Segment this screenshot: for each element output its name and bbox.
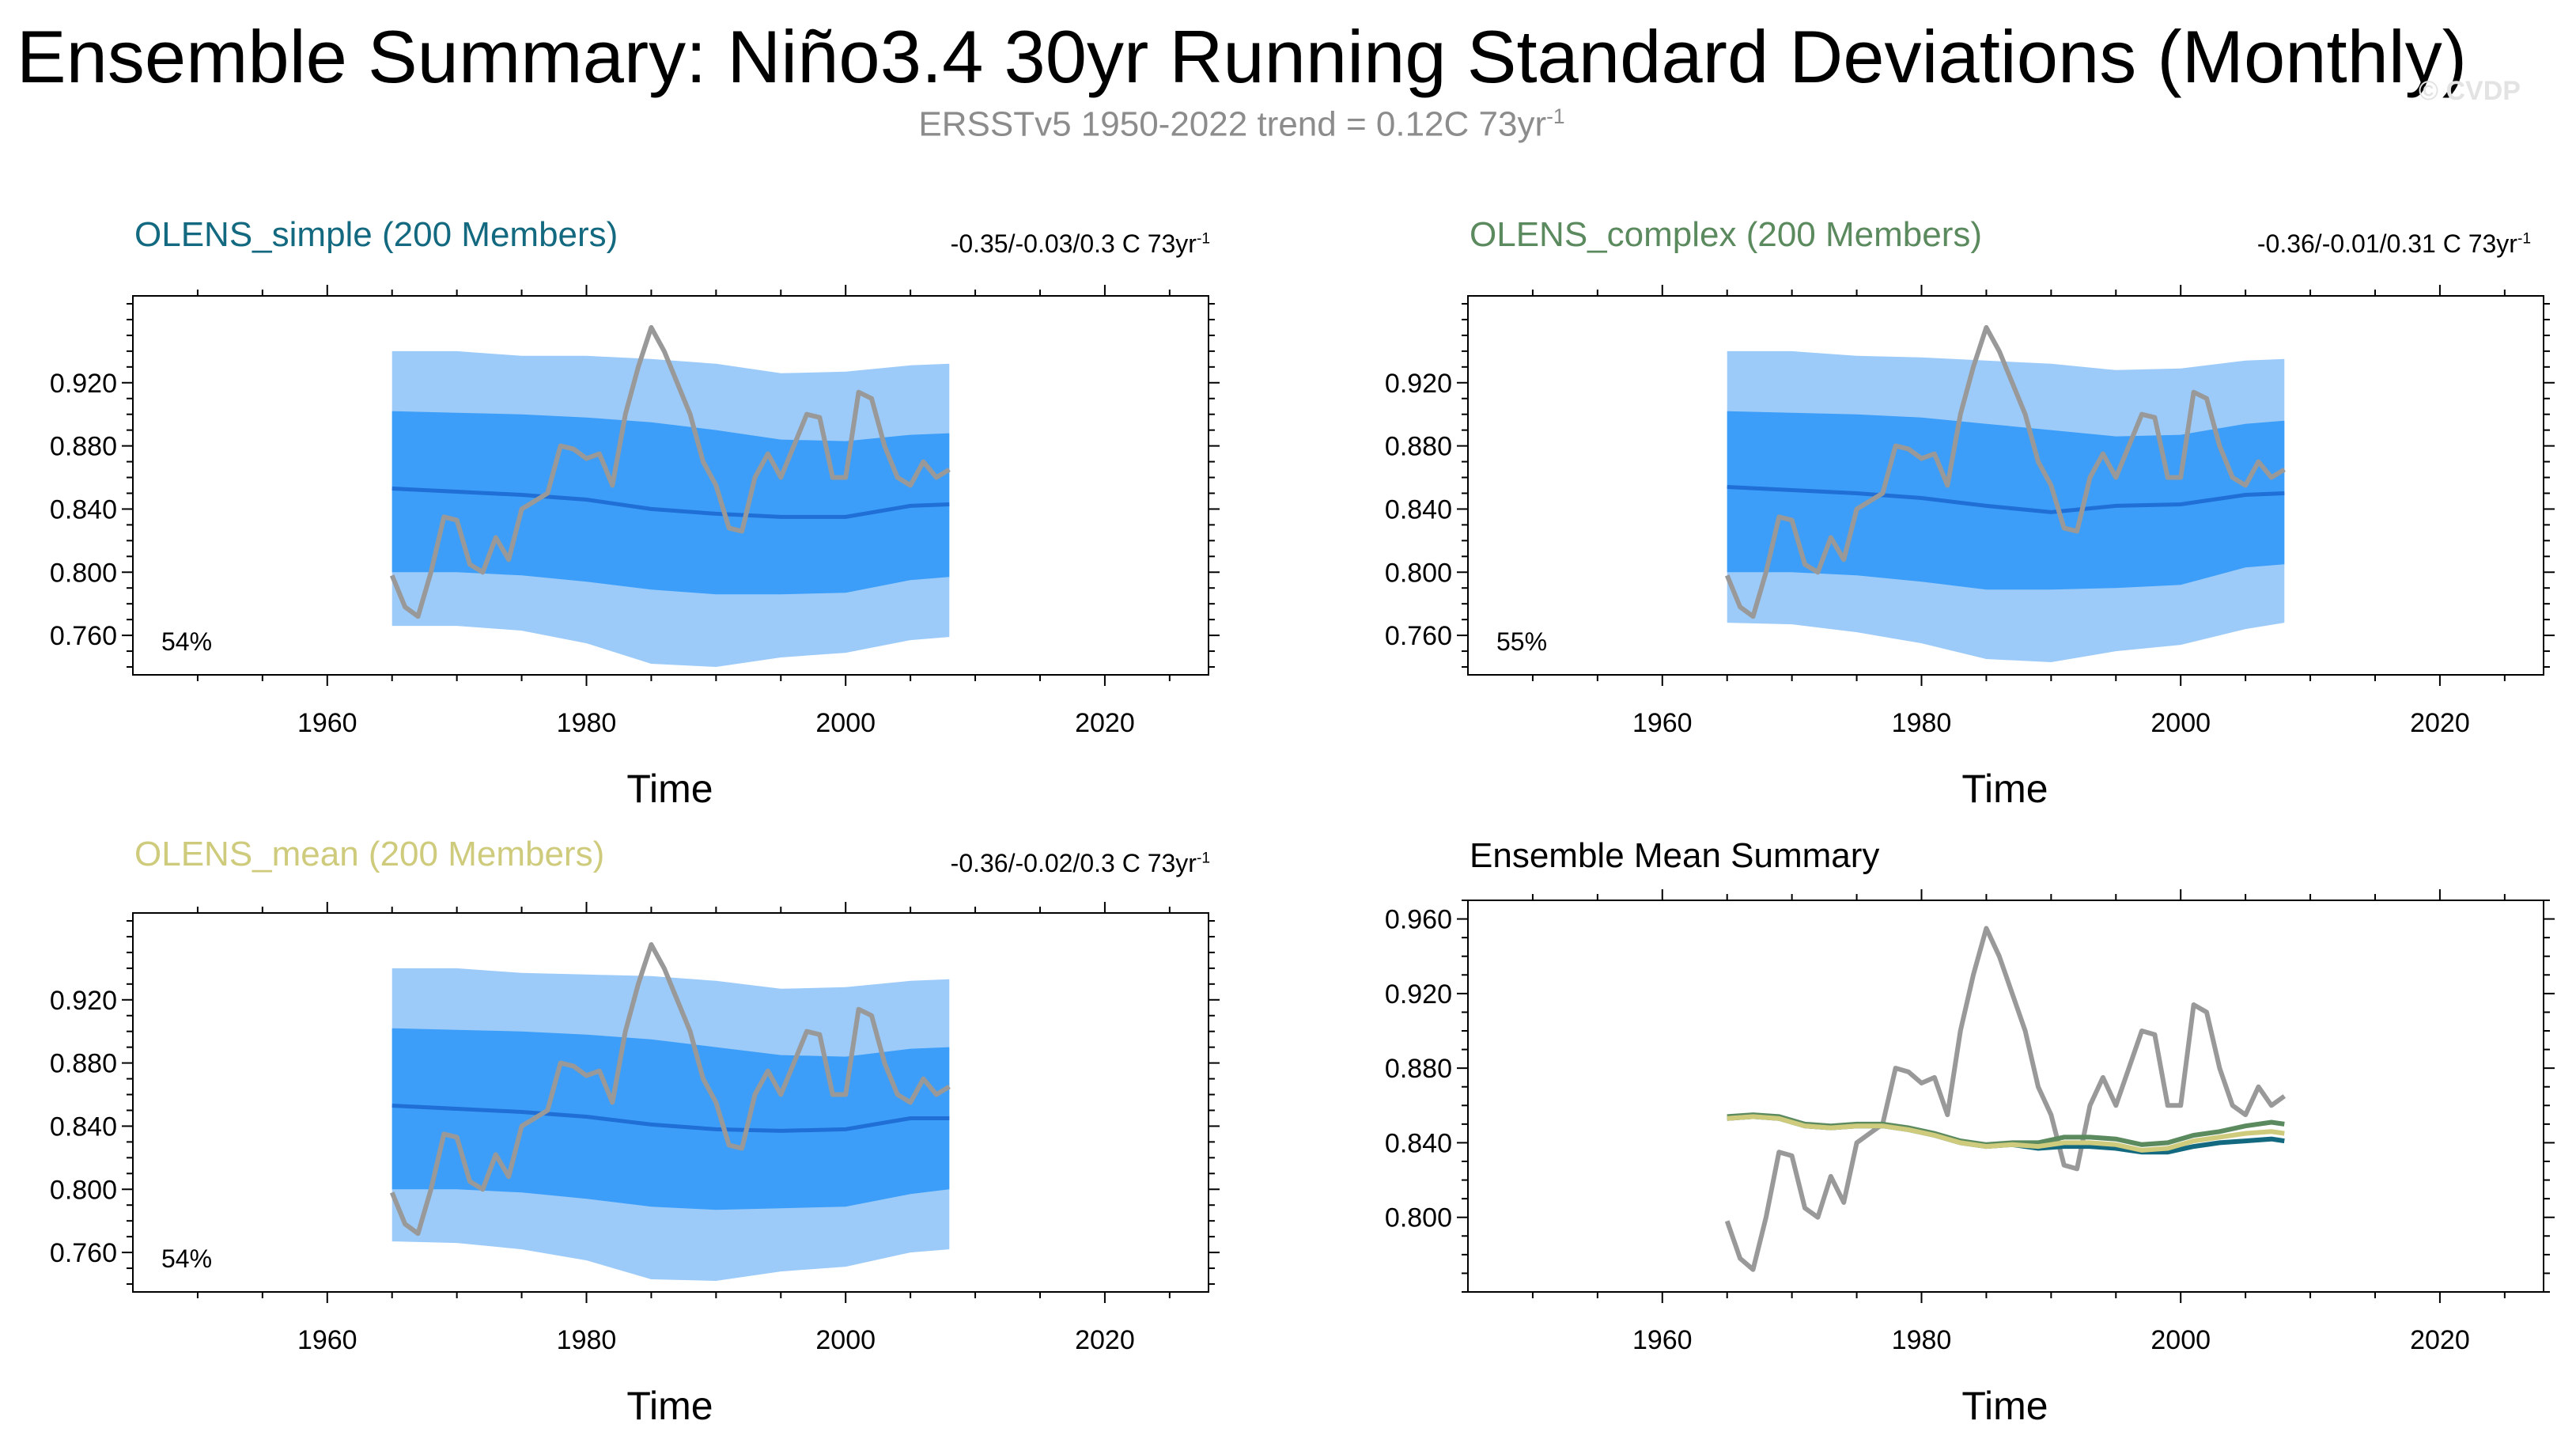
panel-stats-olens-simple: -0.35/-0.03/0.3 C 73yr-1: [886, 229, 1210, 259]
observations-line: [1724, 926, 2287, 1272]
panel-title-olens-simple: OLENS_simple (200 Members): [134, 215, 618, 254]
percent-annotation: 54%: [161, 627, 213, 656]
panel-title-olens-mean: OLENS_mean (200 Members): [134, 835, 605, 873]
x-tick-label: 1960: [297, 1325, 357, 1355]
stats-exponent: -1: [1196, 230, 1210, 248]
credit-watermark: © CVDP: [2419, 76, 2521, 106]
spread-band-inner: [1727, 411, 2285, 590]
panel-stats-olens-complex: -0.36/-0.01/0.31 C 73yr-1: [2207, 229, 2531, 259]
stats-text: -0.36/-0.01/0.31 C 73yr: [2256, 229, 2517, 258]
y-tick-label: 0.840: [50, 1112, 117, 1142]
y-tick-label: 0.880: [1385, 432, 1452, 462]
spread-band-inner: [392, 1028, 950, 1210]
stats-exponent: -1: [1196, 850, 1210, 867]
x-tick-label: 2000: [815, 1325, 876, 1355]
x-tick-label: 2020: [2410, 708, 2470, 738]
y-tick-label: 0.800: [1385, 558, 1452, 588]
x-tick-label: 1960: [1632, 708, 1693, 738]
observations-line: [389, 324, 951, 619]
y-tick-label: 0.840: [50, 494, 117, 525]
plot-frame: [1467, 900, 2544, 1293]
x-tick-label: 2020: [2410, 1325, 2470, 1355]
subtitle-text: ERSSTv5 1950-2022 trend = 0.12C 73yr: [918, 104, 1547, 144]
ensemble-mean-line: [1727, 485, 2285, 514]
x-tick-label: 1960: [1632, 1325, 1693, 1355]
x-tick-label: 1980: [557, 1325, 617, 1355]
y-tick-label: 0.760: [1385, 621, 1452, 651]
ensemble-mean-line: [392, 487, 950, 519]
y-tick-label: 0.920: [1385, 979, 1452, 1009]
y-tick-label: 0.920: [50, 986, 117, 1016]
spread-band-inner: [392, 411, 950, 595]
x-tick-label: 2020: [1075, 708, 1135, 738]
stats-text: -0.35/-0.03/0.3 C 73yr: [950, 229, 1197, 258]
plot-frame: [132, 295, 1209, 676]
y-tick-label: 0.920: [50, 369, 117, 399]
y-tick-label: 0.960: [1385, 905, 1452, 935]
y-tick-label: 0.800: [50, 558, 117, 588]
y-tick-label: 0.800: [1385, 1203, 1452, 1233]
y-tick-label: 0.840: [1385, 1128, 1452, 1158]
x-tick-label: 2000: [2150, 1325, 2211, 1355]
x-axis-label: Time: [1961, 1384, 2048, 1428]
subtitle-exponent: -1: [1546, 104, 1565, 128]
subtitle: ERSSTv5 1950-2022 trend = 0.12C 73yr-1: [0, 104, 2483, 145]
x-tick-label: 2000: [2150, 708, 2211, 738]
x-tick-label: 1980: [1892, 1325, 1952, 1355]
y-tick-label: 0.800: [50, 1175, 117, 1205]
y-tick-label: 0.840: [1385, 494, 1452, 525]
ensemble-mean-line: [392, 1104, 950, 1133]
observations-line: [1724, 324, 2286, 619]
page-title: Ensemble Summary: Niño3.4 30yr Running S…: [16, 15, 2468, 98]
x-axis-label: Time: [626, 1384, 713, 1428]
stats-exponent: -1: [2517, 230, 2531, 248]
y-tick-label: 0.880: [1385, 1054, 1452, 1084]
y-tick-label: 0.760: [50, 1238, 117, 1268]
stats-text: -0.36/-0.02/0.3 C 73yr: [950, 849, 1197, 877]
x-axis-label: Time: [1961, 767, 2048, 811]
plot-frame: [1467, 295, 2544, 676]
x-tick-label: 1980: [557, 708, 617, 738]
y-tick-label: 0.760: [50, 621, 117, 651]
y-tick-label: 0.880: [50, 1049, 117, 1079]
x-axis-label: Time: [626, 767, 713, 811]
panel-stats-olens-mean: -0.36/-0.02/0.3 C 73yr-1: [886, 849, 1210, 878]
y-tick-label: 0.920: [1385, 369, 1452, 399]
plot-frame: [132, 912, 1209, 1293]
panel-title-ensemble-mean-summary: Ensemble Mean Summary: [1470, 836, 1880, 875]
percent-annotation: 54%: [161, 1244, 213, 1273]
panel-title-olens-complex: OLENS_complex (200 Members): [1470, 215, 1983, 254]
y-tick-label: 0.880: [50, 432, 117, 462]
series-line-olens-mean: [1727, 1114, 2285, 1153]
x-tick-label: 1960: [297, 708, 357, 738]
x-tick-label: 2000: [815, 708, 876, 738]
x-tick-label: 1980: [1892, 708, 1952, 738]
percent-annotation: 55%: [1496, 627, 1548, 656]
observations-line: [389, 941, 951, 1237]
x-tick-label: 2020: [1075, 1325, 1135, 1355]
